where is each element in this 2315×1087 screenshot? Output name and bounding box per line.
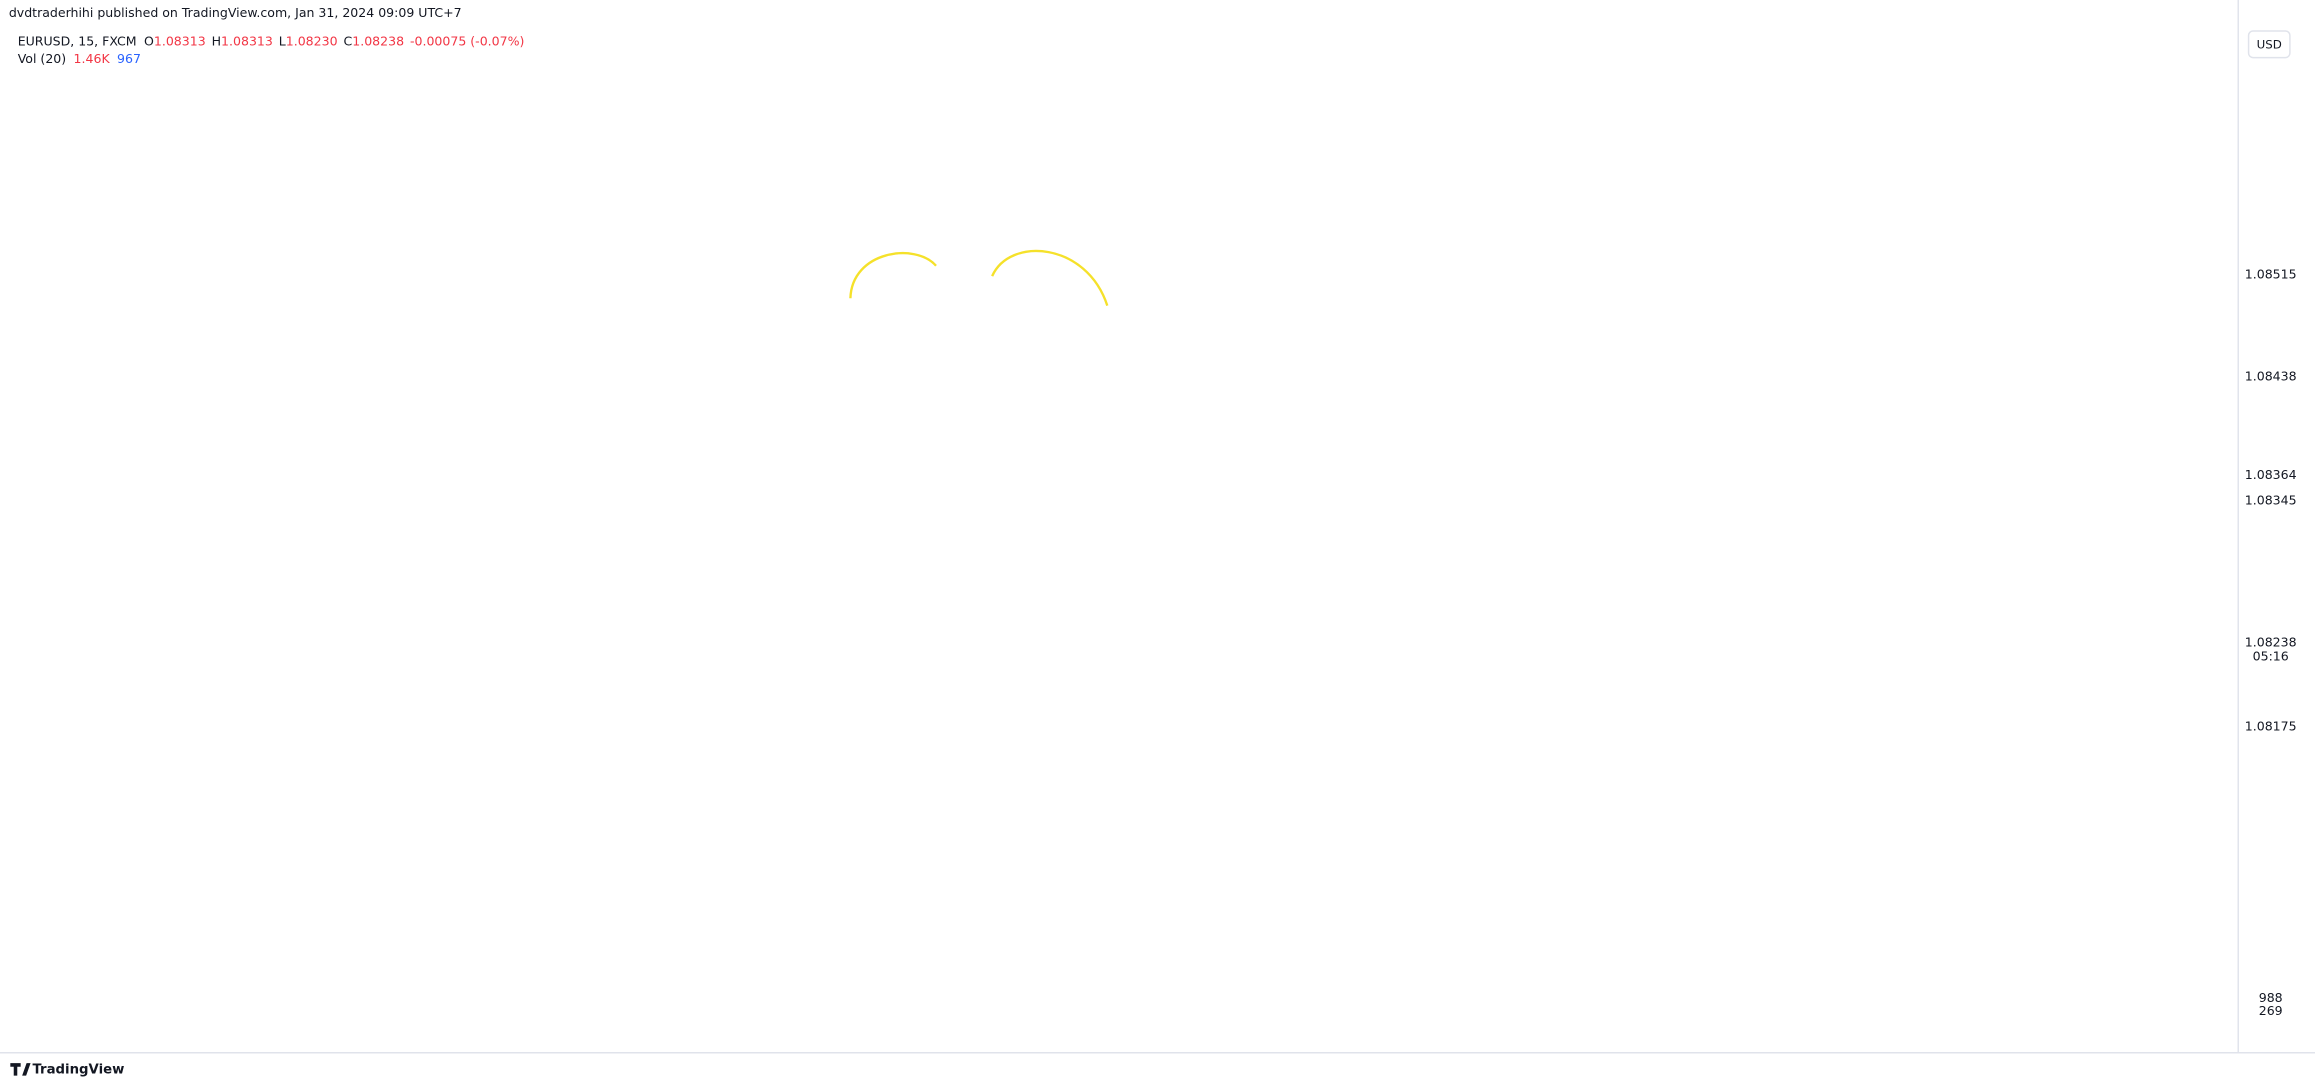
legend-key: H bbox=[212, 33, 221, 48]
last-price-label: 1.08438 bbox=[2245, 369, 2297, 384]
legend-volume-row: Vol (20) 1.46K 967 bbox=[18, 51, 141, 66]
stop-label: 1.08515 bbox=[2245, 266, 2297, 281]
countdown-label: 05:16 bbox=[2253, 648, 2289, 663]
legend-key: C bbox=[343, 33, 352, 48]
currency-button[interactable] bbox=[2247, 30, 2291, 59]
price-axis-bg bbox=[2238, 0, 2315, 1087]
brand-logo bbox=[10, 1063, 31, 1076]
legend-value: 1.08230 bbox=[286, 33, 338, 48]
target-label: 1.08175 bbox=[2245, 719, 2297, 734]
currency-label[interactable]: USD bbox=[2257, 38, 2282, 52]
drawing-curve bbox=[991, 249, 1109, 307]
attribution: dvdtraderhihi published on TradingView.c… bbox=[9, 5, 462, 20]
legend-key: L bbox=[279, 33, 286, 48]
neckline-price-label: 1.08364 bbox=[2245, 467, 2297, 482]
legend-volume-value: 1.46K bbox=[74, 51, 111, 66]
legend-symbol: EURUSD, 15, FXCM bbox=[18, 33, 137, 48]
legend-value: 1.08313 bbox=[221, 33, 273, 48]
legend-volume-name: Vol (20) bbox=[18, 51, 66, 66]
legend-row: EURUSD, 15, FXCM O1.08313 H1.08313 L1.08230… bbox=[18, 33, 525, 48]
current-price-label: 1.08238 bbox=[2245, 634, 2297, 649]
legend-volume-ma: 967 bbox=[117, 51, 141, 66]
price-labels: 1.08515 1.08438 1.08364 1.08345 1.08175 1.082… bbox=[2245, 266, 2297, 1018]
entry-label: 1.08345 bbox=[2245, 492, 2297, 507]
legend-value: 1.08313 bbox=[154, 33, 206, 48]
legend-change: -0.00075 (-0.07%) bbox=[410, 33, 524, 48]
drawing-curve bbox=[849, 252, 937, 299]
volume-ma-label: 988 bbox=[2259, 990, 2283, 1005]
brand-name: TradingView bbox=[32, 1063, 124, 1078]
legend-value: 1.08238 bbox=[352, 33, 404, 48]
legend-key: O bbox=[144, 33, 154, 48]
volume-label: 269 bbox=[2259, 1003, 2283, 1018]
